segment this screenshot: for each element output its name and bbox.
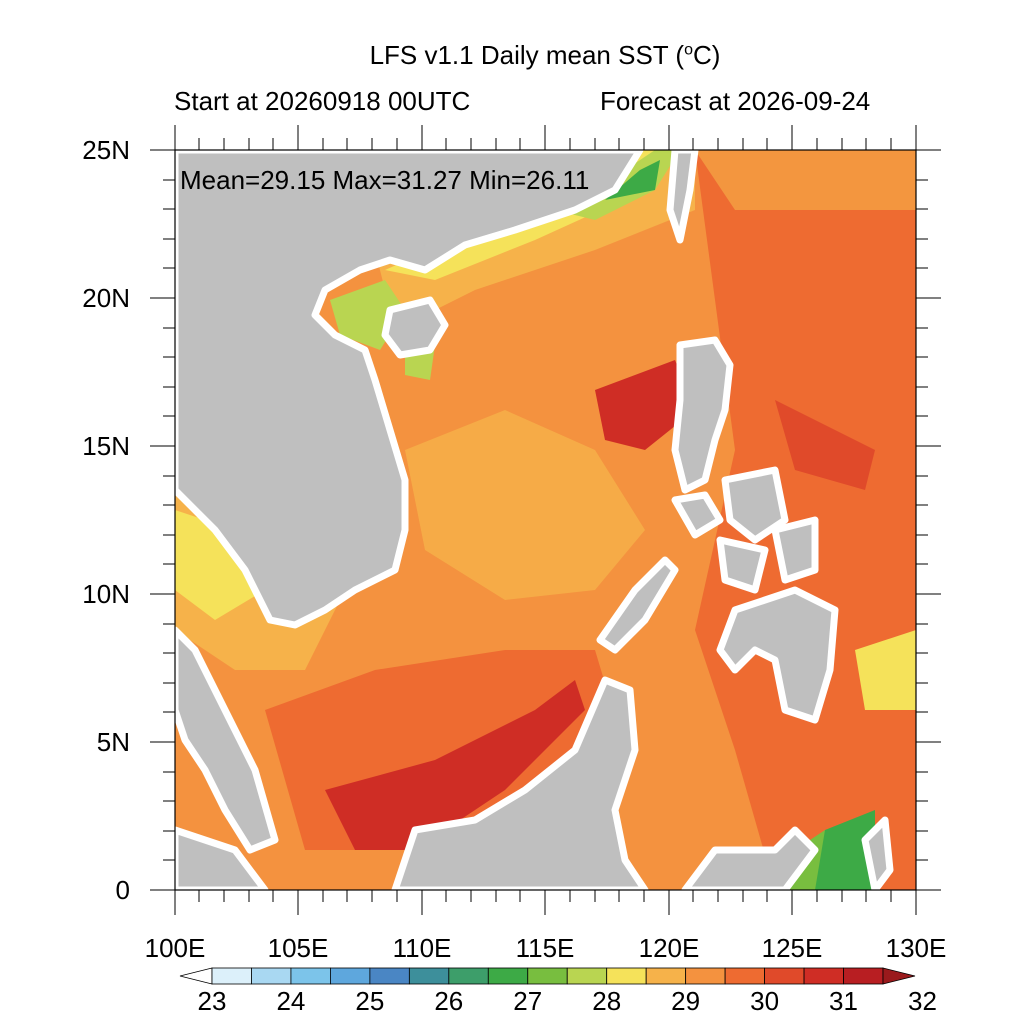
colorbar-label: 26	[434, 986, 464, 1016]
forecast-time-label: Forecast at 2026-09-24	[600, 86, 871, 116]
stats-label: Mean=29.15 Max=31.27 Min=26.11	[180, 165, 590, 195]
lat-label: 10N	[82, 579, 130, 609]
lon-label: 125E	[761, 933, 823, 963]
lon-label: 100E	[144, 933, 206, 963]
lon-label: 120E	[638, 933, 700, 963]
colorbar-label: 29	[671, 986, 701, 1016]
map-title: LFS v1.1 Daily mean SST (oC)	[369, 40, 721, 70]
lon-label: 115E	[515, 933, 575, 963]
lon-label: 110E	[392, 933, 452, 963]
colorbar-label: 25	[355, 986, 385, 1016]
lat-label: 5N	[96, 727, 130, 757]
lat-label: 15N	[82, 431, 130, 461]
lon-label: 105E	[267, 933, 329, 963]
lat-label: 25N	[82, 135, 130, 165]
lat-label: 20N	[82, 283, 130, 313]
colorbar-label: 32	[908, 986, 937, 1016]
lat-label: 0	[115, 875, 130, 905]
colorbar-label: 24	[276, 986, 306, 1016]
start-time-label: Start at 20260918 00UTC	[174, 86, 471, 116]
colorbar-label: 31	[829, 986, 858, 1016]
colorbar-label: 27	[513, 986, 543, 1016]
sst-map	[175, 150, 916, 890]
colorbar-label: 28	[592, 986, 622, 1016]
colorbar-label: 30	[750, 986, 780, 1016]
lon-label: 130E	[885, 933, 947, 963]
colorbar-label: 23	[197, 986, 227, 1016]
